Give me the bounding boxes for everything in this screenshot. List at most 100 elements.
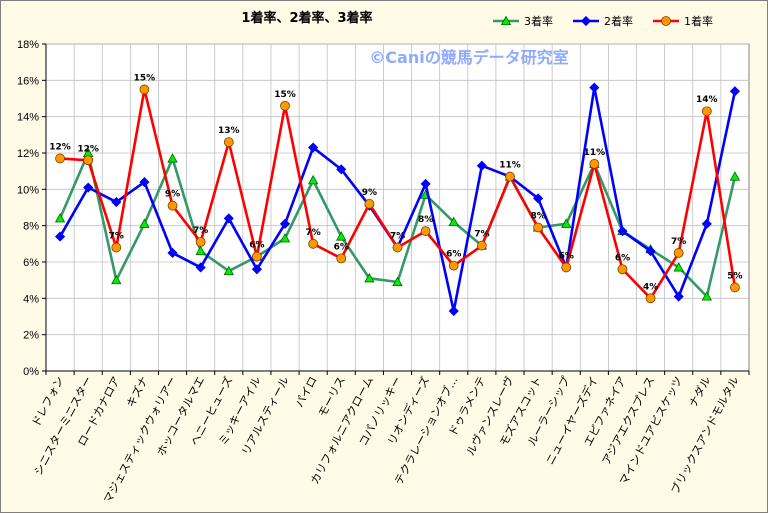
data-point bbox=[111, 242, 122, 253]
data-point bbox=[561, 218, 572, 228]
legend-marker bbox=[661, 16, 671, 26]
x-category-label: ナダル bbox=[686, 374, 714, 410]
legend-label: 2着率 bbox=[604, 14, 633, 28]
data-point bbox=[83, 155, 94, 166]
data-point bbox=[645, 293, 656, 304]
y-tick-label: 8% bbox=[23, 221, 39, 233]
data-label: 12% bbox=[77, 144, 99, 154]
data-point bbox=[448, 260, 459, 271]
data-label: 6% bbox=[559, 251, 574, 261]
plot-background bbox=[45, 43, 750, 372]
legend-item: 3着率 bbox=[493, 14, 553, 28]
y-tick-label: 2% bbox=[23, 330, 39, 342]
y-axis: 0% 2% 4% 6% 8% 10% 12% 14% 16% 18% bbox=[17, 39, 47, 378]
series-3 bbox=[55, 84, 740, 304]
x-category-label: キズナ bbox=[123, 374, 151, 410]
data-point bbox=[476, 160, 487, 171]
data-point bbox=[561, 262, 572, 273]
data-point bbox=[279, 233, 291, 243]
watermark: ©Caniの競馬データ研究室 bbox=[369, 48, 568, 67]
data-point bbox=[139, 218, 150, 228]
legend-marker bbox=[500, 15, 512, 26]
data-point bbox=[139, 84, 150, 95]
data-point bbox=[167, 200, 178, 211]
data-label: 8% bbox=[418, 215, 433, 225]
data-point bbox=[167, 247, 178, 258]
data-point bbox=[729, 171, 741, 181]
data-point bbox=[336, 164, 347, 175]
data-point bbox=[701, 218, 712, 229]
data-point bbox=[701, 106, 712, 117]
y-tick-label: 0% bbox=[23, 366, 39, 378]
legend-item: 1着率 bbox=[653, 14, 713, 28]
data-label: 11% bbox=[499, 161, 521, 171]
y-tick-label: 16% bbox=[17, 75, 39, 87]
x-category-label: パイロ bbox=[293, 374, 320, 409]
data-label: 4% bbox=[643, 282, 658, 292]
data-point bbox=[420, 226, 431, 237]
data-point bbox=[673, 291, 684, 302]
data-point bbox=[364, 198, 375, 209]
data-labels: 12% 12% 7% 15% 9% 7% 13% 6% 15% 7% 6% 9% 7% 8% 6% 7% 11%… bbox=[49, 73, 742, 292]
data-point bbox=[392, 242, 403, 253]
data-point bbox=[307, 174, 319, 185]
data-label: 6% bbox=[334, 242, 349, 252]
chart-title: 1着率、2着率、3着率 bbox=[241, 10, 372, 26]
data-label: 7% bbox=[193, 226, 208, 236]
data-point bbox=[701, 291, 712, 301]
y-tick-label: 4% bbox=[23, 293, 39, 305]
y-tick-label: 18% bbox=[17, 39, 39, 51]
data-point bbox=[673, 248, 684, 258]
data-point bbox=[505, 171, 515, 182]
data-point bbox=[83, 182, 94, 193]
data-point bbox=[223, 265, 234, 276]
data-label: 6% bbox=[446, 250, 461, 260]
plot-area: ©Caniの競馬データ研究室 12% 12% 7% 15% 9% 7% 13% 6% 15% 7%… bbox=[45, 43, 750, 372]
data-point bbox=[336, 231, 347, 241]
legend-label: 3着率 bbox=[524, 14, 553, 28]
y-tick-label: 6% bbox=[23, 257, 39, 269]
data-point bbox=[617, 226, 628, 237]
legend: 3着率 2着率 1着率 bbox=[493, 14, 713, 28]
data-point bbox=[336, 253, 347, 264]
legend-marker bbox=[580, 15, 592, 27]
data-point bbox=[111, 196, 122, 208]
y-tick-label: 12% bbox=[17, 148, 39, 160]
y-tick-label: 10% bbox=[17, 184, 39, 196]
data-point bbox=[308, 142, 319, 153]
x-category-label: モーリス bbox=[316, 374, 348, 419]
data-label: 11% bbox=[584, 148, 606, 158]
data-point bbox=[476, 240, 487, 251]
data-point bbox=[617, 264, 628, 275]
data-point bbox=[167, 153, 178, 163]
data-point bbox=[448, 305, 459, 317]
data-point bbox=[223, 137, 234, 148]
data-point bbox=[589, 82, 600, 93]
data-label: 14% bbox=[696, 95, 718, 105]
data-point bbox=[364, 273, 375, 283]
data-point bbox=[308, 238, 319, 249]
legend-item: 2着率 bbox=[573, 14, 633, 28]
data-label: 13% bbox=[218, 126, 240, 136]
data-label: 6% bbox=[249, 241, 264, 251]
data-point bbox=[533, 193, 544, 204]
data-label: 7% bbox=[305, 228, 320, 238]
data-point bbox=[139, 177, 150, 188]
data-point bbox=[251, 264, 262, 275]
data-point bbox=[223, 213, 234, 224]
data-point bbox=[420, 178, 431, 189]
y-tick-label: 14% bbox=[17, 112, 39, 124]
data-label: 7% bbox=[671, 237, 686, 247]
data-point bbox=[280, 100, 290, 111]
data-point bbox=[730, 282, 740, 293]
data-label: 7% bbox=[474, 230, 489, 240]
data-point bbox=[251, 251, 262, 262]
data-point bbox=[645, 246, 656, 257]
data-label: 8% bbox=[530, 211, 545, 221]
data-point bbox=[392, 276, 403, 286]
data-label: 9% bbox=[165, 190, 180, 200]
data-label: 9% bbox=[362, 188, 377, 198]
data-label: 7% bbox=[390, 231, 405, 241]
